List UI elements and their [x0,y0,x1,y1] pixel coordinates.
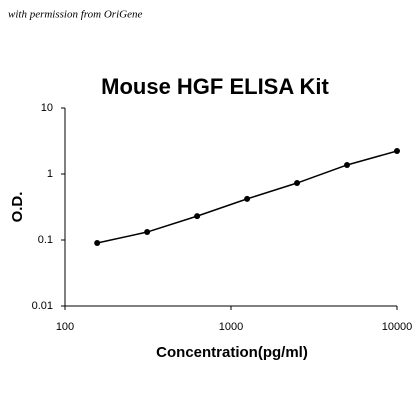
data-point [394,148,400,155]
x-axis-label: Concentration(pg/ml) [156,344,308,361]
y-tick-label: 0.01 [32,300,53,312]
x-tick-label: 1000 [219,321,243,333]
annotation: with permission from OriGene [8,9,142,21]
data-point [344,161,351,168]
chart-title: Mouse HGF ELISA Kit [101,74,329,99]
x-tick-label: 10000 [382,321,413,333]
data-point [94,240,101,247]
data-point [194,213,201,220]
y-tick-label: 10 [41,102,53,114]
y-tick-label: 0.1 [38,234,53,246]
data-point [294,180,301,187]
y-tick-label: 1 [47,168,53,180]
data-point [244,195,251,202]
y-axis-label: O.D. [9,192,26,223]
x-tick-label: 100 [56,321,74,333]
data-point [144,229,151,236]
